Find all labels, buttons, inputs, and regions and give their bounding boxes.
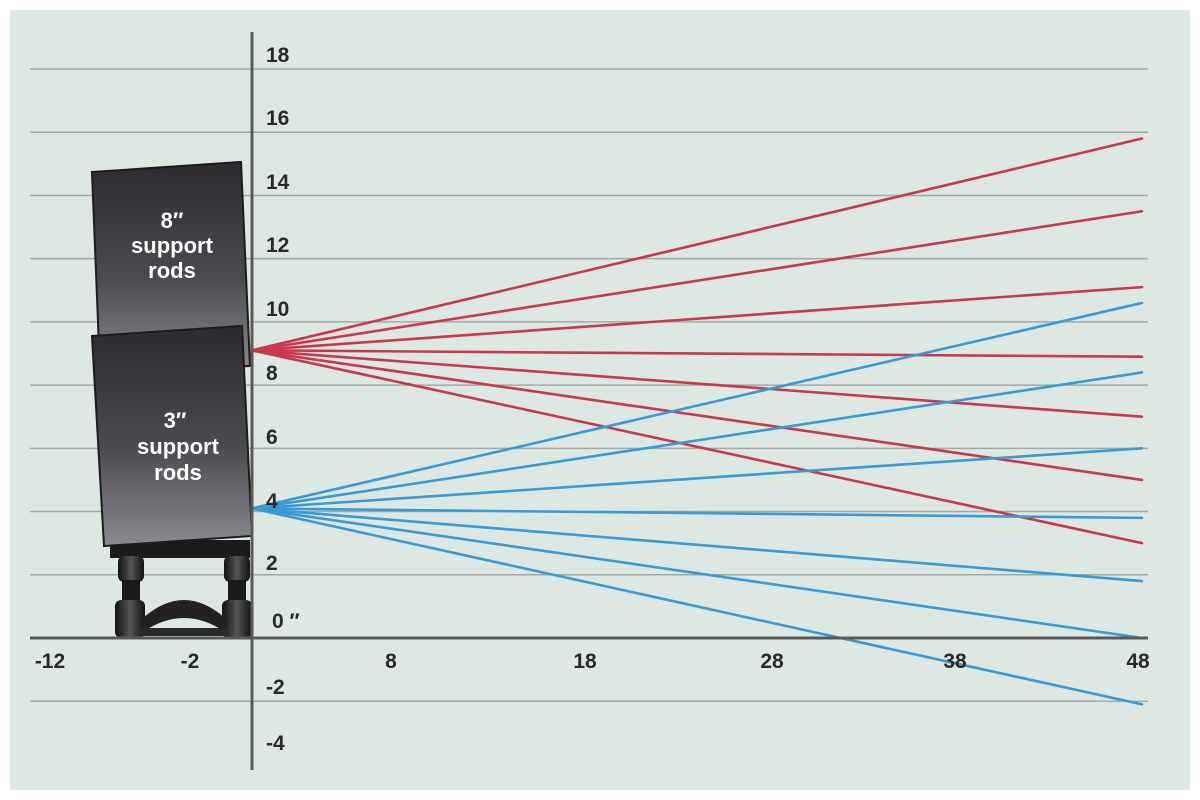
- lower-box-label-line1: 3″: [164, 408, 187, 433]
- high-ray-line: [250, 349, 1144, 358]
- low-ray-line: [250, 447, 1144, 510]
- lower-speaker-box: 3″ support rods: [90, 324, 254, 548]
- x-tick-label: -2: [181, 650, 200, 673]
- low-ray-line: [250, 507, 1144, 520]
- high-ray-line: [250, 349, 1144, 419]
- upper-speaker-box: 8″ support rods: [90, 160, 252, 374]
- y-tick-label: 0 ″: [272, 610, 300, 633]
- x-tick-label: 48: [1126, 650, 1150, 673]
- x-tick-labels: -12 -2 8 18 28 38 48: [35, 650, 1150, 673]
- lower-box-label-line2: support: [137, 434, 220, 459]
- lower-box-label-line3: rods: [154, 460, 202, 485]
- x-tick-label: 28: [760, 650, 784, 673]
- y-tick-labels: 18 16 14 12 10 8 6 4 2 0 ″ -2 -4: [266, 44, 300, 755]
- upper-box-label-line3: rods: [148, 258, 196, 283]
- y-tick-label: 6: [266, 426, 278, 449]
- high-ray-line: [250, 349, 1144, 545]
- x-tick-label: 8: [385, 650, 397, 673]
- low-ray-line: [250, 507, 1144, 583]
- high-ray-line: [250, 137, 1144, 352]
- y-tick-label: -4: [266, 732, 285, 755]
- y-tick-label: 8: [266, 362, 278, 385]
- ray-lines: [250, 137, 1144, 706]
- x-tick-label: 38: [943, 650, 967, 673]
- y-tick-label: -2: [266, 676, 285, 699]
- x-tick-label: 18: [573, 650, 597, 673]
- high-ray-line: [250, 285, 1144, 352]
- high-ray-line: [250, 209, 1144, 352]
- y-tick-label: 10: [266, 298, 289, 321]
- upper-box-label-line1: 8″: [161, 208, 184, 233]
- x-tick-label: -12: [35, 650, 65, 673]
- low-ray-line: [250, 507, 1144, 706]
- y-tick-label: 2: [266, 552, 278, 575]
- y-tick-label: 18: [266, 44, 290, 67]
- low-ray-line: [250, 301, 1144, 510]
- low-ray-line: [250, 371, 1144, 510]
- y-tick-label: 14: [266, 171, 290, 194]
- y-tick-label: 4: [266, 490, 278, 513]
- upper-box-label-line2: support: [131, 233, 214, 258]
- y-tick-label: 16: [266, 107, 289, 130]
- y-tick-label: 12: [266, 234, 289, 257]
- low-ray-line: [250, 507, 1144, 640]
- speaker-stand: [110, 540, 252, 638]
